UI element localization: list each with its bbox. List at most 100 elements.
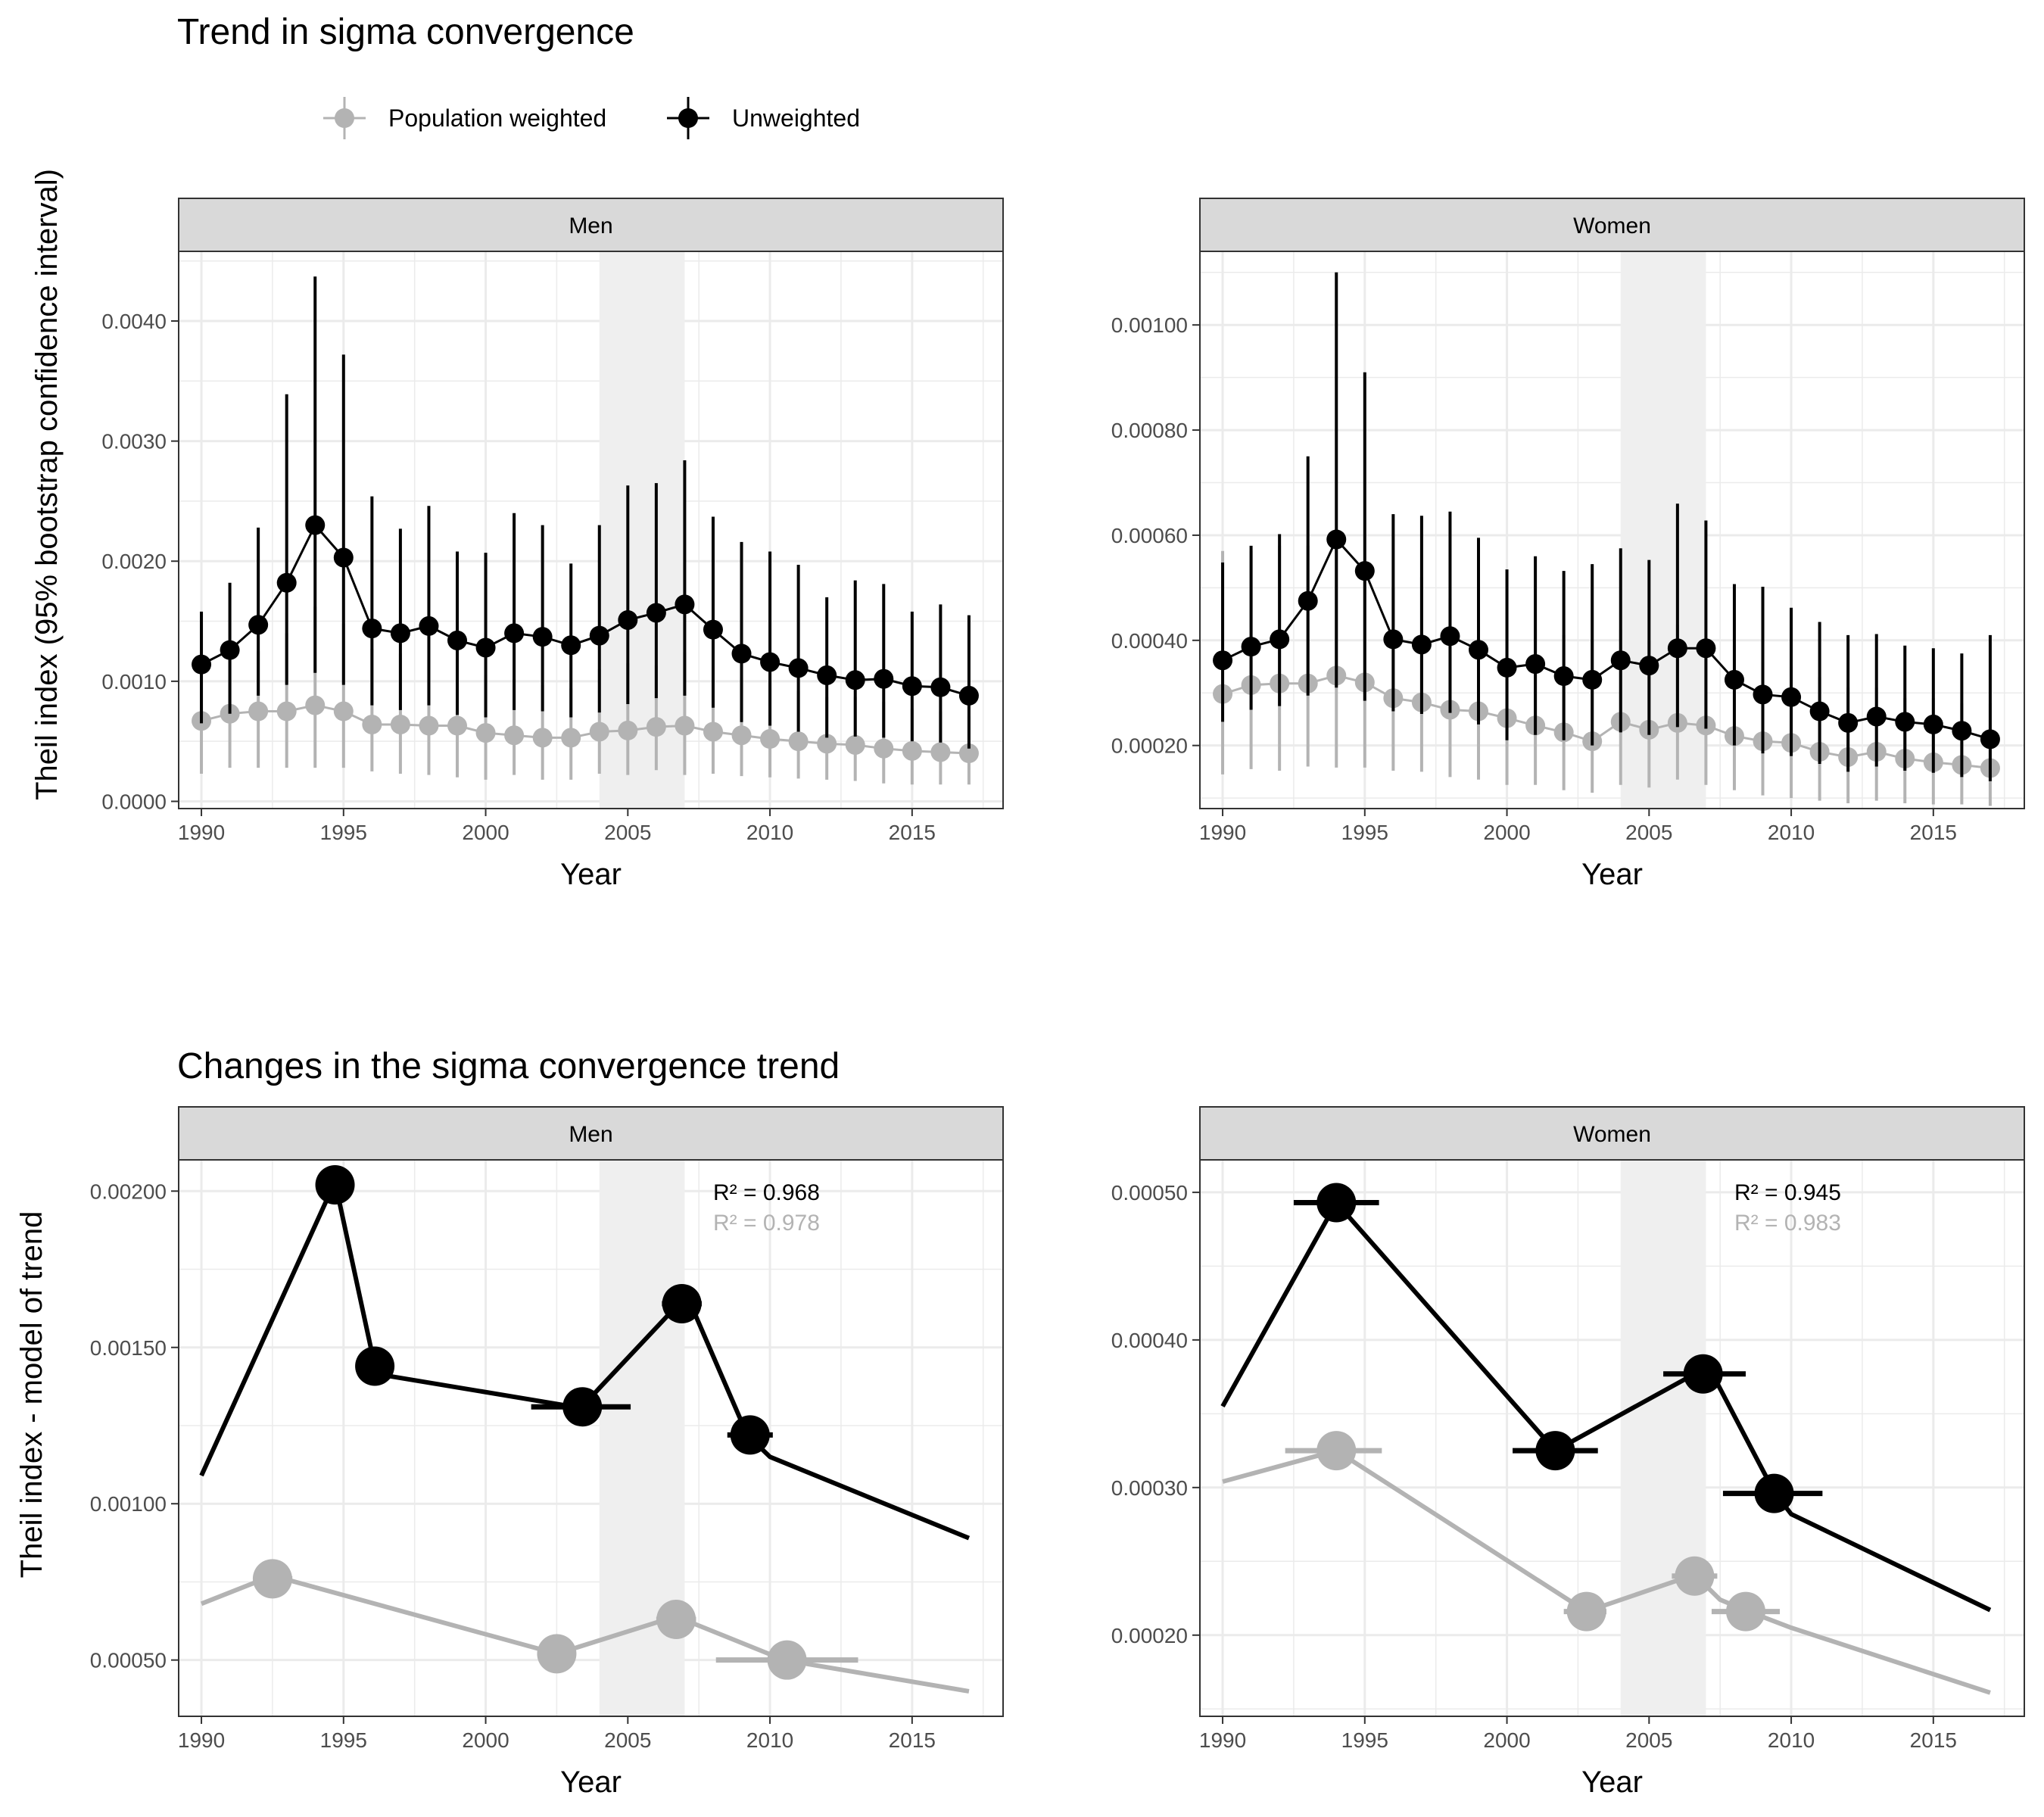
panel-bottom-women-y-tick-label: 0.00020 (1111, 1624, 1188, 1647)
panel-bottom-men-x-tick-label: 2000 (462, 1728, 509, 1752)
panel-top-women-unweighted-point (1383, 629, 1404, 650)
panel-top-men-unweighted-point (532, 627, 553, 647)
panel-top-men-weighted-point (447, 715, 468, 736)
panel-top-women-unweighted-point (1895, 712, 1915, 732)
panel-top-women-unweighted-point (1469, 640, 1489, 660)
panel-top-men-unweighted-point (305, 515, 326, 535)
panel-bottom-men-weighted-breakpoint (252, 1559, 292, 1599)
panel-top-men-strip-label: Men (569, 213, 612, 238)
panel-top-women-unweighted-point (1525, 654, 1546, 675)
panel-top-men-unweighted-point (248, 615, 269, 635)
panel-top-women-unweighted-point (1270, 629, 1290, 650)
panel-top-men-y-tick-label: 0.0020 (101, 550, 167, 573)
panel-bottom-women-x-tick-label: 2000 (1483, 1728, 1530, 1752)
panel-top-men-weighted-point (958, 743, 979, 764)
panel-top-men-weighted-line (201, 704, 970, 755)
panel-top-women-x-tick-label: 2015 (1910, 821, 1957, 844)
panel-top-women-x-tick-label: 2000 (1483, 821, 1530, 844)
panel-top-men-weighted-point (248, 701, 269, 722)
panel-top-men-unweighted-point (220, 640, 240, 660)
panel-bottom-men-x-tick-label: 2010 (746, 1728, 793, 1752)
panel-bottom-men-y-tick-label: 0.00150 (90, 1336, 167, 1360)
panel-bottom-women-weighted-breakpoint (1316, 1431, 1357, 1471)
panel-bottom-men-unweighted-breakpoint (662, 1283, 702, 1323)
panel-bottom-women-unweighted-breakpoint (1535, 1431, 1575, 1471)
panel-top-men-unweighted-point (561, 635, 581, 656)
panel-top-men-unweighted-point (675, 594, 695, 615)
panel-top-women-y-tick-label: 0.00100 (1111, 313, 1188, 337)
panel-bottom-women-unweighted-breakpoint (1683, 1354, 1723, 1394)
panel-top-men-unweighted-point (447, 630, 468, 650)
panel-bottom-men-weighted-breakpoint (767, 1640, 807, 1680)
panel-top-women-unweighted-point (1326, 529, 1347, 550)
panel-bottom-women-unweighted-breakpoint (1754, 1473, 1794, 1513)
panel-top-men-unweighted-point (703, 619, 723, 640)
panel-bottom-men-unweighted-breakpoint (315, 1165, 355, 1205)
panel-bottom-men-x-tick-label: 1990 (178, 1728, 225, 1752)
panel-top-men-unweighted-point (902, 676, 922, 697)
panel-bottom-women-unweighted-breakpoint (1316, 1183, 1357, 1223)
panel-top-men-unweighted-point (731, 644, 752, 664)
panel-top-men-weighted-point (760, 729, 781, 749)
panel-bottom-men-weighted-breakpoint (656, 1599, 696, 1639)
panel-top-women: Women 1990 1995 2000 2005 2010 2015 0.00020 0.00… (1111, 198, 2025, 891)
panel-bottom-women-x-tick-label: 2005 (1625, 1728, 1672, 1752)
panel-bottom-men-y-tick-label: 0.00200 (90, 1180, 167, 1203)
panel-top-men-weighted-point (902, 740, 922, 761)
panel-top-women-x-tick-label: 1995 (1341, 821, 1388, 844)
panel-top-men-strip (178, 198, 1004, 252)
panel-top-men-weighted-point (646, 717, 666, 737)
panel-top-men-weighted-point (589, 722, 609, 742)
panel-top-men-weighted-point (419, 715, 439, 736)
panel-bottom-men-x-axis-label: Year (560, 1766, 622, 1799)
panel-bottom-men-strip (178, 1106, 1004, 1161)
panel-top-men-unweighted-point (276, 572, 297, 593)
panel-top-men-unweighted-point (475, 637, 496, 658)
panel-bottom-women-r2-label: R² = 0.945 (1734, 1180, 1841, 1205)
panel-top-men-weighted-point (675, 715, 695, 736)
panel-top-women-unweighted-point (1440, 626, 1460, 647)
panel-bottom-men-weighted-breakpoint (537, 1634, 577, 1674)
top-title: Trend in sigma convergence (177, 12, 634, 52)
panel-bottom-women-r2-label: R² = 0.983 (1734, 1211, 1841, 1236)
panel-top-women-unweighted-point (1753, 684, 1773, 705)
panel-bottom-men: Men R² = 0.968 R² = 0.978 1990 1995 2000 2005 2… (90, 1106, 1004, 1799)
panel-top-women-unweighted-point (1553, 666, 1574, 687)
panel-top-men-weighted-point (817, 734, 837, 754)
panel-top-women-shaded-period (1620, 251, 1706, 809)
panel-top-men-unweighted-point (874, 669, 894, 689)
panel-top-men-shaded-period (599, 251, 685, 809)
panel-bottom-men-strip-label: Men (569, 1122, 612, 1147)
panel-top-women-y-tick-label: 0.00060 (1111, 524, 1188, 547)
panel-bottom-women-x-tick-label: 1995 (1341, 1728, 1388, 1752)
panel-top-women-unweighted-point (1809, 701, 1830, 722)
panel-bottom-women-weighted-breakpoint (1725, 1591, 1765, 1632)
panel-top-men-x-axis-label: Year (560, 858, 622, 891)
panel-top-men-unweighted-point (419, 616, 439, 636)
panel-bottom-men-unweighted-breakpoint (730, 1415, 770, 1455)
panel-bottom-men-r2-label: R² = 0.978 (713, 1211, 820, 1236)
panel-top-men-x-tick-label: 2015 (889, 821, 936, 844)
panel-top-women-border (1199, 251, 2025, 809)
panel-top-men-unweighted-point (646, 603, 666, 623)
panel-bottom-men-r2-label: R² = 0.968 (713, 1180, 820, 1205)
panel-top-women-unweighted-point (1923, 714, 1943, 734)
panel-bottom-women-border (1199, 1159, 2025, 1717)
panel-top-men-weighted-point (731, 725, 752, 746)
panel-top-men-y-tick-label: 0.0040 (101, 310, 167, 333)
panel-bottom-men-x-tick-label: 2015 (889, 1728, 936, 1752)
panel-top-women-unweighted-point (1952, 721, 1972, 741)
panel-top-women-unweighted-line (1222, 537, 1991, 740)
panel-top-men-weighted-point (618, 720, 638, 740)
panel-top-men: Men 1990 1995 2000 2005 2010 2015 0.0000 0.0010 0… (101, 198, 1004, 891)
panel-bottom-women-y-tick-label: 0.00050 (1111, 1181, 1188, 1205)
top-y-axis-label: Theil index (95% bootstrap confidence in… (30, 169, 64, 800)
panel-top-men-weighted-point (390, 714, 410, 734)
panel-bottom-men-x-tick-label: 2005 (604, 1728, 651, 1752)
panel-top-men-unweighted-point (958, 685, 979, 706)
panel-bottom-women-x-tick-label: 1990 (1199, 1728, 1246, 1752)
panel-bottom-women-weighted-breakpoint (1566, 1591, 1606, 1632)
panel-top-men-weighted-point (703, 722, 723, 742)
